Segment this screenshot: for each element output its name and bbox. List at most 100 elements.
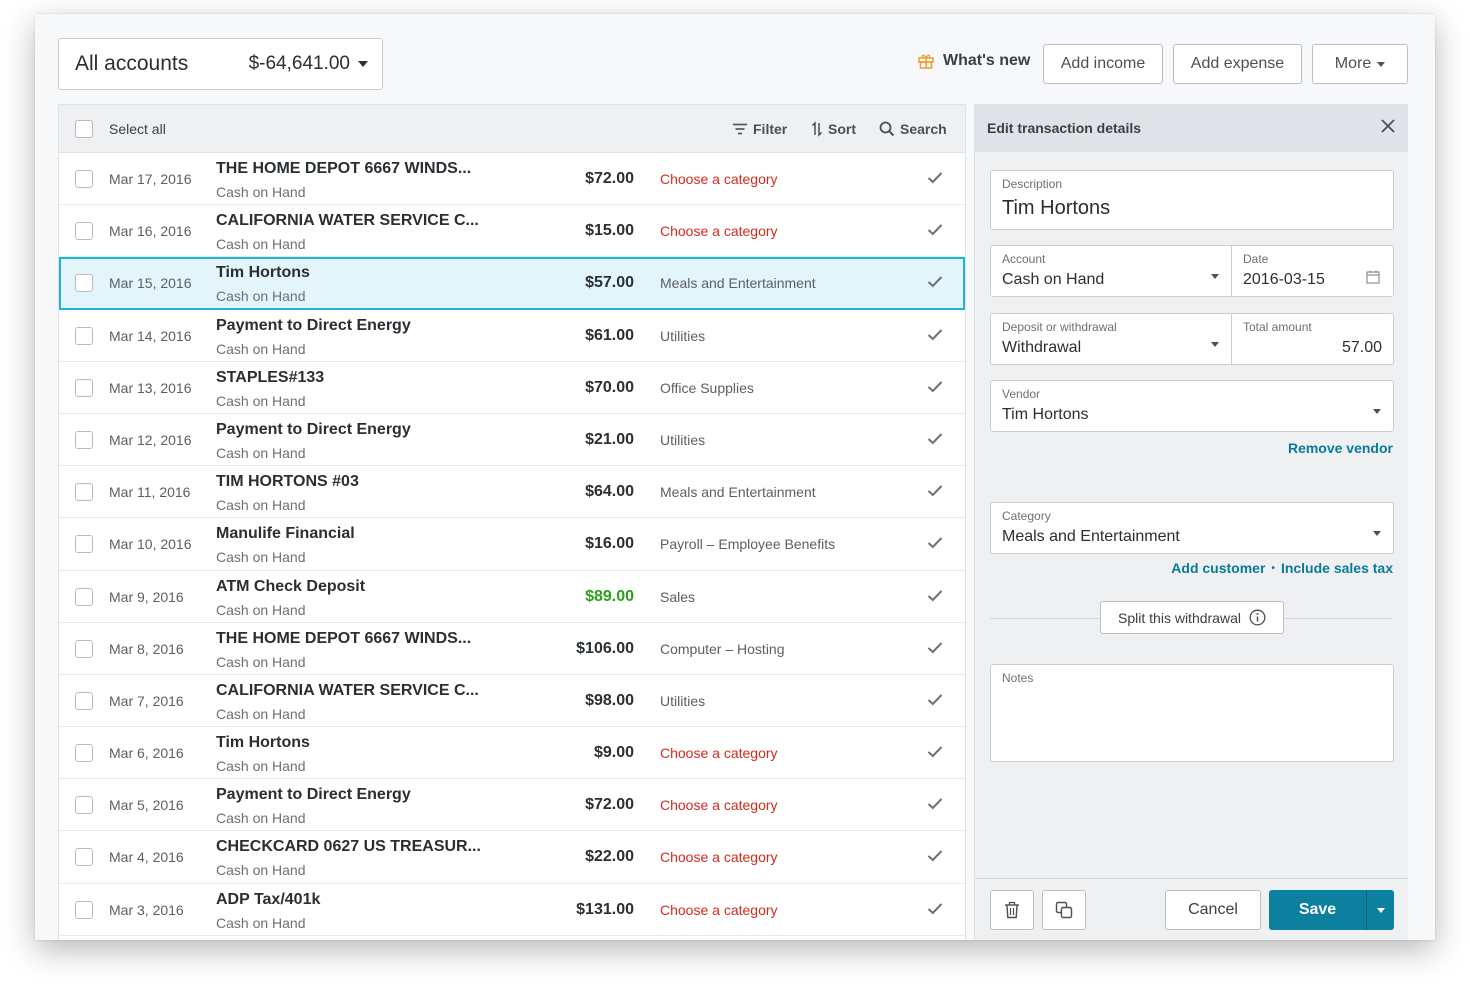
row-checkbox[interactable] <box>75 848 93 867</box>
notes-field[interactable]: Notes <box>990 664 1394 762</box>
row-checkbox[interactable] <box>75 430 93 449</box>
transaction-date: Mar 16, 2016 <box>109 223 192 240</box>
table-row[interactable]: Mar 16, 2016 CALIFORNIA WATER SERVICE C.… <box>59 205 965 258</box>
transaction-category[interactable]: Meals and Entertainment <box>660 484 816 501</box>
row-checkbox[interactable] <box>75 587 93 606</box>
transaction-category[interactable]: Utilities <box>660 692 706 709</box>
checkmark-icon[interactable] <box>927 536 943 549</box>
select-all-checkbox[interactable] <box>75 120 93 138</box>
total-amount-field[interactable]: Total amount 57.00 <box>1231 313 1394 365</box>
info-icon[interactable] <box>1249 609 1266 626</box>
filter-button[interactable]: Filter <box>732 121 787 137</box>
checkmark-icon[interactable] <box>927 849 943 862</box>
table-row[interactable]: Mar 13, 2016 STAPLES#133 Cash on Hand $7… <box>59 362 965 414</box>
transaction-category[interactable]: Utilities <box>660 327 706 344</box>
row-checkbox[interactable] <box>75 796 93 815</box>
description-field[interactable]: Description Tim Hortons <box>990 170 1394 230</box>
checkmark-icon[interactable] <box>927 380 943 393</box>
include-sales-tax-link[interactable]: Include sales tax <box>1280 560 1393 576</box>
category-field[interactable]: Category Meals and Entertainment <box>990 502 1394 554</box>
category-links: Add customer • Include sales tax <box>1171 560 1393 576</box>
checkmark-icon[interactable] <box>927 171 943 184</box>
transaction-category[interactable]: Choose a category <box>660 223 778 240</box>
checkmark-icon[interactable] <box>927 745 943 758</box>
account-selector[interactable]: All accounts $-64,641.00 <box>58 38 383 90</box>
search-button[interactable]: Search <box>879 121 947 137</box>
row-checkbox[interactable] <box>75 222 93 241</box>
transaction-account: Cash on Hand <box>216 758 306 775</box>
transaction-category[interactable]: Choose a category <box>660 171 778 187</box>
add-income-button[interactable]: Add income <box>1043 44 1163 84</box>
select-all-label[interactable]: Select all <box>109 121 166 137</box>
checkmark-icon[interactable] <box>927 223 943 236</box>
deposit-withdrawal-field[interactable]: Deposit or withdrawal Withdrawal <box>990 313 1232 365</box>
transaction-amount: $72.00 <box>585 796 634 814</box>
sort-button[interactable]: Sort <box>811 121 856 137</box>
vendor-label: Vendor <box>1002 387 1041 401</box>
table-row[interactable]: Mar 4, 2016 CHECKCARD 0627 US TREASUR...… <box>59 831 965 884</box>
date-field[interactable]: Date 2016-03-15 <box>1231 245 1394 297</box>
transaction-date: Mar 3, 2016 <box>109 901 184 918</box>
table-row[interactable]: Mar 5, 2016 Payment to Direct Energy Cas… <box>59 779 965 832</box>
row-checkbox[interactable] <box>75 326 93 345</box>
transaction-category[interactable]: Computer – Hosting <box>660 640 785 657</box>
cancel-button[interactable]: Cancel <box>1165 890 1261 930</box>
table-row[interactable]: Mar 9, 2016 ATM Check Deposit Cash on Ha… <box>59 571 965 623</box>
transaction-category[interactable]: Choose a category <box>660 745 778 762</box>
row-checkbox[interactable] <box>75 170 93 188</box>
table-row[interactable]: Mar 10, 2016 Manulife Financial Cash on … <box>59 518 965 571</box>
checkmark-icon[interactable] <box>927 589 943 602</box>
whats-new-link[interactable]: What's new <box>917 52 1030 70</box>
table-row[interactable]: Mar 12, 2016 Payment to Direct Energy Ca… <box>59 414 965 467</box>
row-checkbox[interactable] <box>75 691 93 710</box>
duplicate-button[interactable] <box>1042 890 1086 930</box>
row-checkbox[interactable] <box>75 639 93 658</box>
row-checkbox[interactable] <box>75 274 93 293</box>
checkmark-icon[interactable] <box>927 484 943 497</box>
table-row[interactable]: Mar 15, 2016 Tim Hortons Cash on Hand $5… <box>59 257 965 310</box>
split-withdrawal-button[interactable]: Split this withdrawal <box>1100 601 1284 634</box>
table-row[interactable]: Mar 6, 2016 Tim Hortons Cash on Hand $9.… <box>59 727 965 780</box>
table-row[interactable]: Mar 11, 2016 TIM HORTONS #03 Cash on Han… <box>59 466 965 519</box>
save-options-button[interactable] <box>1366 890 1394 930</box>
transaction-category[interactable]: Choose a category <box>660 849 778 866</box>
transaction-category[interactable]: Sales <box>660 588 696 605</box>
account-selector-label: All accounts <box>75 52 189 75</box>
table-row[interactable]: Mar 7, 2016 CALIFORNIA WATER SERVICE C..… <box>59 675 965 728</box>
transaction-category[interactable]: Choose a category <box>660 901 778 918</box>
table-row[interactable]: Mar 3, 2016 ADP Tax/401k Cash on Hand $1… <box>59 884 965 936</box>
transaction-category[interactable]: Office Supplies <box>660 379 754 396</box>
remove-vendor-link[interactable]: Remove vendor <box>1287 440 1393 456</box>
checkmark-icon[interactable] <box>927 275 943 288</box>
delete-button[interactable] <box>990 890 1034 930</box>
checkmark-icon[interactable] <box>927 797 943 810</box>
more-button[interactable]: More <box>1312 44 1408 84</box>
checkmark-icon[interactable] <box>927 432 943 445</box>
transaction-category[interactable]: Utilities <box>660 431 706 448</box>
vendor-field[interactable]: Vendor Tim Hortons <box>990 380 1394 432</box>
add-expense-button[interactable]: Add expense <box>1173 44 1302 84</box>
checkmark-icon[interactable] <box>927 641 943 654</box>
account-field[interactable]: Account Cash on Hand <box>990 245 1232 297</box>
row-checkbox[interactable] <box>75 900 93 919</box>
close-icon[interactable] <box>1380 118 1396 134</box>
checkmark-icon[interactable] <box>927 902 943 915</box>
transaction-category[interactable]: Payroll – Employee Benefits <box>660 536 836 553</box>
row-checkbox[interactable] <box>75 483 93 502</box>
table-row[interactable]: Mar 14, 2016 Payment to Direct Energy Ca… <box>59 310 965 362</box>
table-row[interactable]: Mar 8, 2016 THE HOME DEPOT 6667 WINDS...… <box>59 623 965 675</box>
checkmark-icon[interactable] <box>927 693 943 706</box>
list-toolbar: Select all Filter Sort <box>59 105 965 153</box>
checkmark-icon[interactable] <box>927 328 943 341</box>
calendar-icon[interactable] <box>1366 270 1380 284</box>
add-customer-link[interactable]: Add customer <box>1171 560 1266 576</box>
save-button[interactable]: Save <box>1269 890 1366 930</box>
transaction-category[interactable]: Meals and Entertainment <box>660 275 816 292</box>
table-row[interactable]: Mar 17, 2016 THE HOME DEPOT 6667 WINDS..… <box>59 153 965 206</box>
row-checkbox[interactable] <box>75 378 93 397</box>
row-checkbox[interactable] <box>75 535 93 554</box>
transaction-amount: $16.00 <box>585 535 634 553</box>
transaction-category[interactable]: Choose a category <box>660 797 778 814</box>
row-checkbox[interactable] <box>75 744 93 763</box>
transaction-amount: $61.00 <box>585 326 634 344</box>
